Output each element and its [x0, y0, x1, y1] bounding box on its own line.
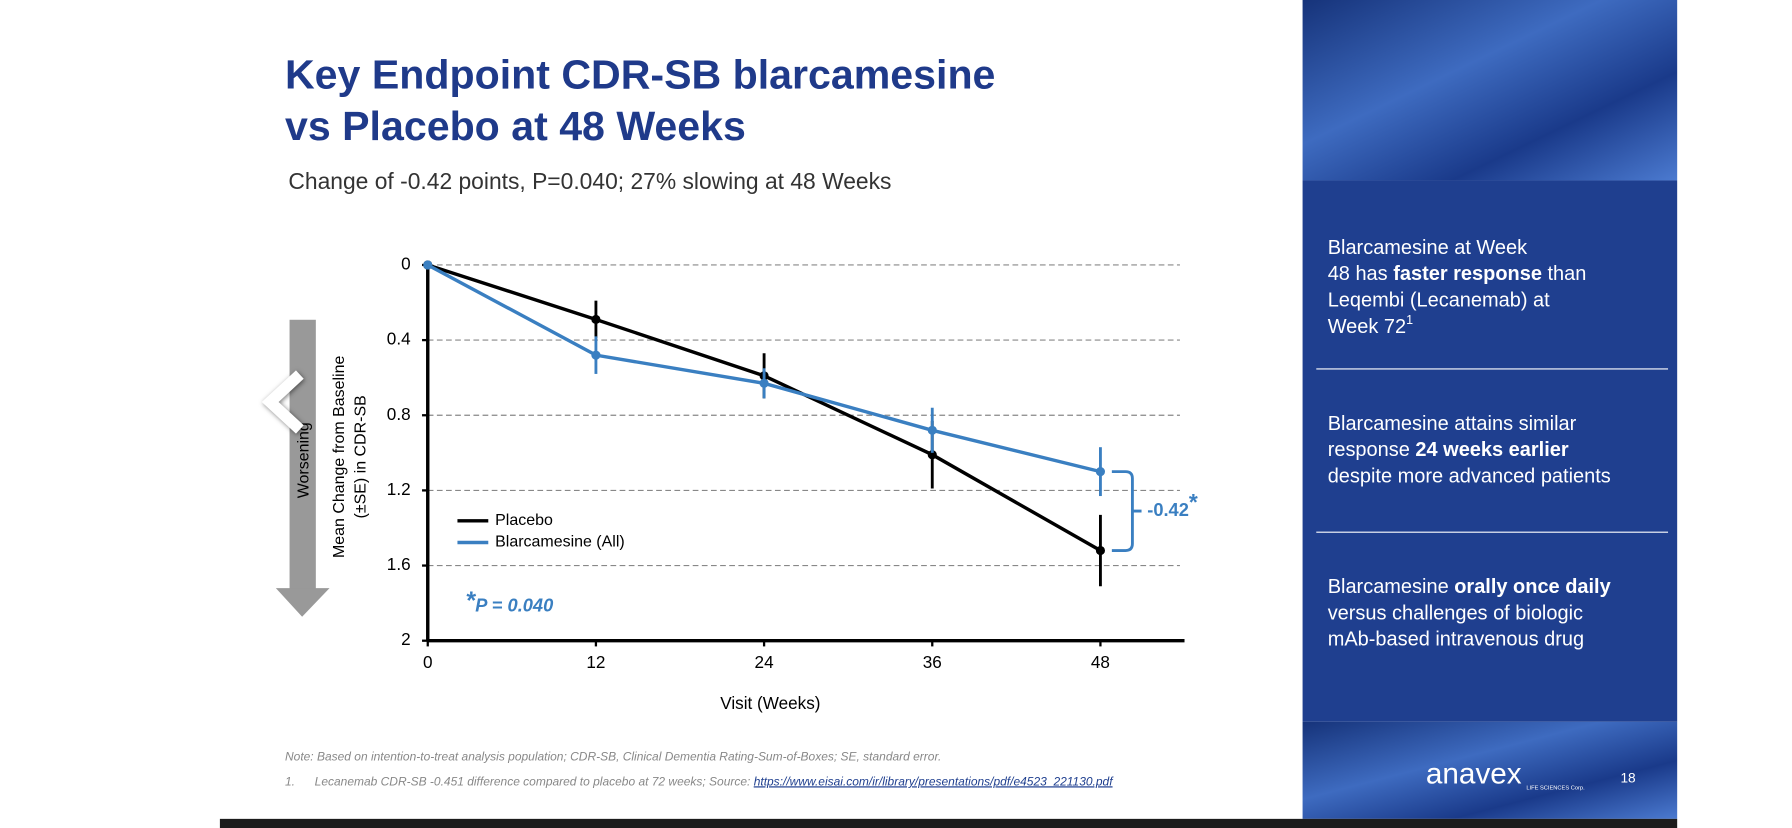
difference-value: -0.42 [1147, 499, 1189, 520]
panel-text-part: mAb-based intravenous drug [1328, 629, 1584, 651]
panel-text: despite more advanced patients [1328, 466, 1611, 488]
subtitle: Change of -0.42 points, P=0.040; 27% slo… [288, 168, 891, 194]
side-panel [1302, 180, 1678, 722]
y-tick-label: 0.8 [387, 404, 411, 424]
y-axis-title: Mean Change from Baseline [331, 356, 348, 559]
worsening-arrow [289, 319, 316, 590]
difference-label: -0.42* [1147, 489, 1198, 520]
panel-text-part: Week 72 [1328, 316, 1406, 338]
data-point [759, 378, 769, 388]
data-point [1095, 545, 1105, 556]
data-point [591, 314, 601, 325]
panel-text-part: versus challenges of biologic [1328, 603, 1583, 625]
legend-label: Blarcamesine (All) [495, 534, 625, 551]
panel-text-part: Blarcamesine [1328, 576, 1455, 598]
panel-text: Leqembi (Lecanemab) at [1328, 290, 1550, 312]
p-value-text: P = 0.040 [475, 594, 553, 615]
panel-text-part: 1 [1406, 313, 1413, 327]
page-number: 18 [1620, 771, 1636, 786]
panel-text-part: orally once daily [1454, 576, 1610, 598]
title: Key Endpoint CDR-SB blarcamesine [285, 52, 995, 98]
y-tick-label: 1.2 [387, 479, 411, 499]
reference-text: Lecanemab CDR-SB -0.451 difference compa… [315, 774, 754, 788]
logo: anavex [1426, 757, 1522, 790]
difference-bracket [1111, 470, 1142, 552]
panel-text: Week 721 [1328, 313, 1413, 338]
y-tick-label: 2 [401, 629, 411, 649]
x-tick-label: 24 [755, 652, 775, 672]
x-tick-label: 0 [423, 652, 433, 672]
footnote: Note: Based on intention-to-treat analys… [285, 749, 941, 763]
panel-text-part: faster response [1393, 264, 1542, 286]
panel-text: 48 has faster response than [1328, 264, 1587, 286]
x-axis-title: Visit (Weeks) [720, 693, 820, 713]
panel-text: mAb-based intravenous drug [1328, 629, 1584, 651]
reference-number: 1. [285, 774, 295, 788]
y-tick-label: 1.6 [387, 554, 411, 574]
panel-image-bottom [1302, 721, 1678, 819]
logo-subtitle: LIFE SCIENCES Corp. [1526, 786, 1585, 792]
panel-text: versus challenges of biologic [1328, 603, 1583, 625]
panel-text: response 24 weeks earlier [1328, 439, 1569, 461]
title: vs Placebo at 48 Weeks [285, 103, 746, 149]
data-point [927, 450, 937, 460]
panel-text: Blarcamesine attains similar [1328, 413, 1577, 435]
reference-link[interactable]: https://www.eisai.com/ir/library/present… [754, 774, 1115, 788]
slide-body [219, 0, 1303, 819]
reference: Lecanemab CDR-SB -0.451 difference compa… [315, 774, 1115, 788]
y-tick-label: 0 [401, 253, 411, 273]
y-tick-label: 0.4 [387, 329, 411, 349]
data-point [423, 260, 433, 270]
x-tick-label: 12 [586, 652, 605, 672]
previous-slide-button[interactable] [261, 370, 304, 434]
panel-text: Blarcamesine orally once daily [1328, 576, 1611, 598]
legend-label: Placebo [495, 512, 553, 529]
panel-text-part: response [1328, 439, 1416, 461]
panel-text-part: 24 weeks earlier [1415, 439, 1568, 461]
data-point [927, 425, 937, 435]
panel-text-part: Blarcamesine attains similar [1328, 413, 1577, 435]
bottom-bar [219, 818, 1678, 828]
worsening-arrow-head [275, 588, 330, 617]
panel-text-part: Blarcamesine at Week [1328, 237, 1528, 259]
panel-text-part: despite more advanced patients [1328, 466, 1611, 488]
significance-star: * [1189, 489, 1198, 515]
panel-text: Blarcamesine at Week [1328, 237, 1528, 259]
data-point [1095, 467, 1105, 477]
p-value: *P = 0.040 [465, 587, 553, 616]
x-tick-label: 36 [923, 652, 942, 672]
panel-text-part: than [1542, 264, 1586, 286]
significance-star: * [465, 587, 476, 615]
panel-image-top [1302, 0, 1678, 181]
panel-text-part: 48 has [1328, 264, 1394, 286]
panel-text-part: Leqembi (Lecanemab) at [1328, 290, 1550, 312]
x-tick-label: 48 [1091, 652, 1110, 672]
y-axis-title: (±SE) in CDR-SB [353, 395, 370, 518]
data-point [591, 350, 601, 360]
worsening-label: Worsening [296, 422, 313, 498]
